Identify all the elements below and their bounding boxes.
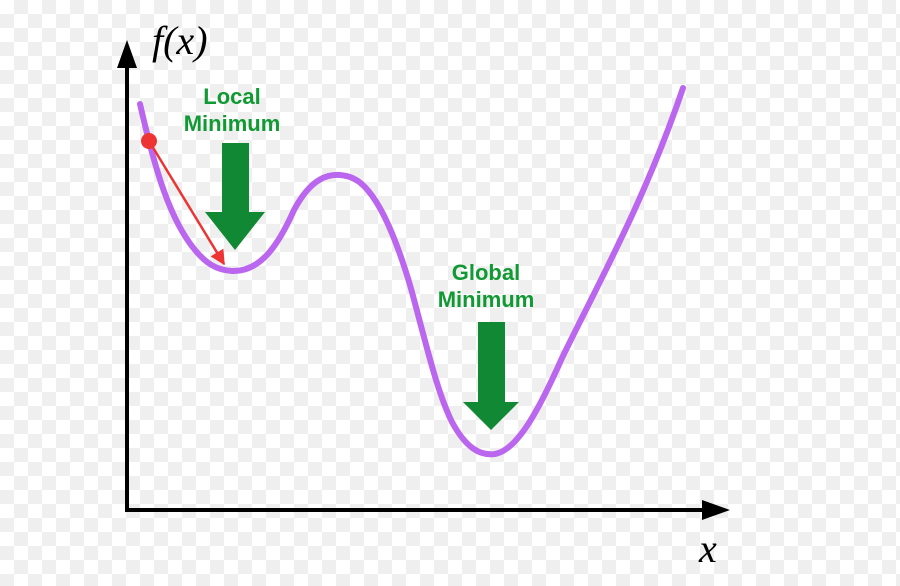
y-axis-arrowhead-icon bbox=[117, 40, 137, 68]
x-axis-arrowhead-icon bbox=[702, 500, 730, 520]
local-minimum-annotation: Local Minimum bbox=[184, 84, 281, 250]
descent-step-arrow-icon bbox=[147, 140, 226, 266]
y-axis-label: f(x) bbox=[152, 18, 208, 63]
local-minimum-label-line2: Minimum bbox=[184, 111, 281, 136]
global-minimum-label-line2: Minimum bbox=[438, 287, 535, 312]
local-minimum-label-line1: Local bbox=[203, 84, 260, 109]
local-minimum-arrow-icon bbox=[205, 143, 265, 250]
axes bbox=[117, 40, 730, 520]
x-axis-label: x bbox=[698, 526, 717, 571]
global-minimum-arrow-icon bbox=[463, 322, 519, 430]
global-minimum-annotation: Global Minimum bbox=[438, 260, 535, 430]
start-point-icon bbox=[141, 133, 157, 149]
global-minimum-label-line1: Global bbox=[452, 260, 520, 285]
function-curve bbox=[137, 85, 686, 458]
